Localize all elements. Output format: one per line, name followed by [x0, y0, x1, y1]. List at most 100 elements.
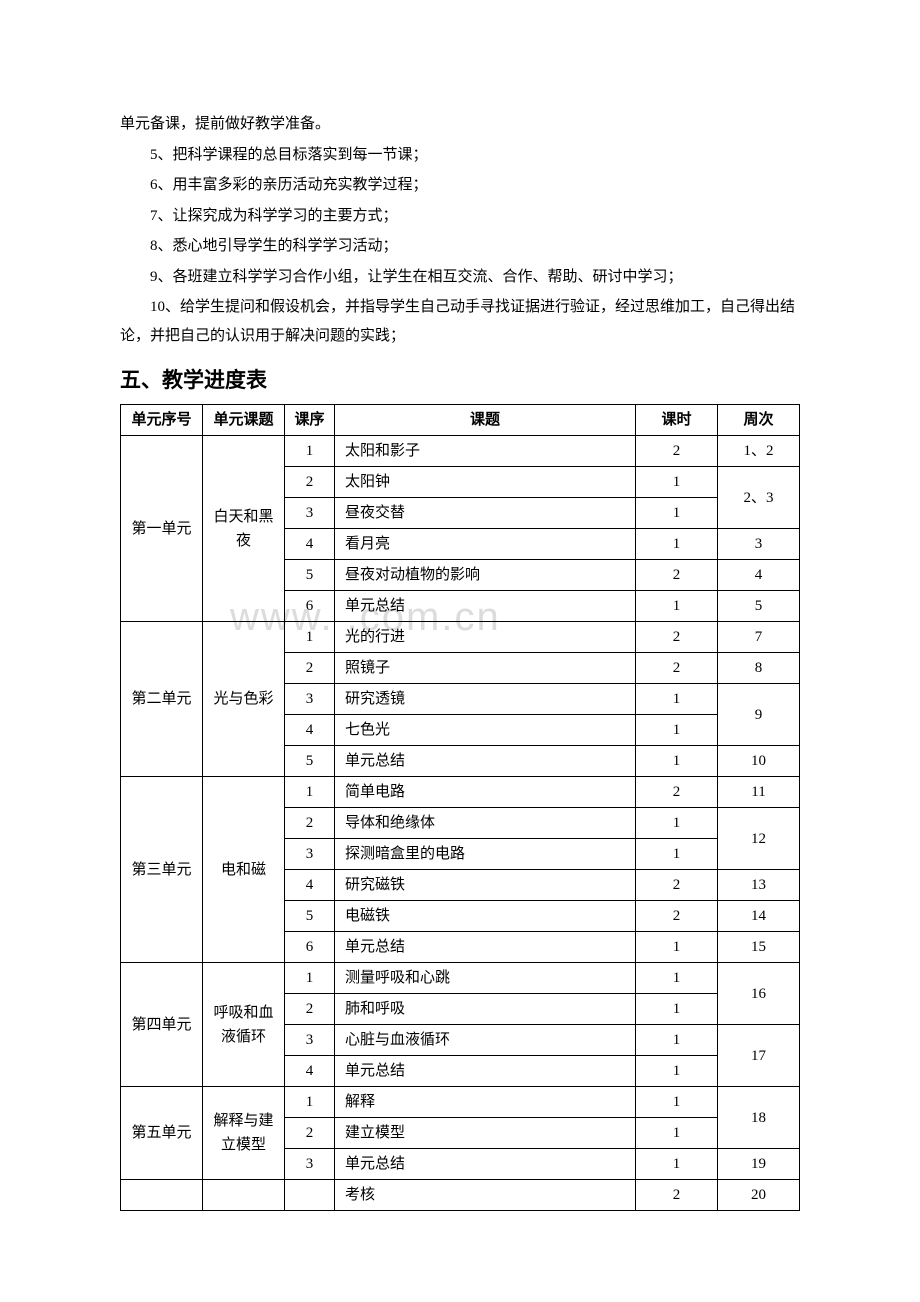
cell-seq: 2 — [285, 808, 335, 839]
cell-topic: 照镜子 — [335, 653, 636, 684]
cell-seq: 5 — [285, 901, 335, 932]
cell-unit-num: 第二单元 — [121, 622, 203, 777]
cell-hours: 2 — [636, 777, 718, 808]
cell-seq: 1 — [285, 622, 335, 653]
cell-seq: 1 — [285, 1087, 335, 1118]
cell-topic: 考核 — [335, 1180, 636, 1211]
cell-seq: 1 — [285, 963, 335, 994]
table-row: 第一单元白天和黑夜1太阳和影子21、2 — [121, 436, 800, 467]
cell-unit-title: 电和磁 — [203, 777, 285, 963]
cell-seq: 4 — [285, 529, 335, 560]
cell-week: 8 — [718, 653, 800, 684]
cell-unit-title: 呼吸和血液循环 — [203, 963, 285, 1087]
cell-topic: 昼夜交替 — [335, 498, 636, 529]
cell-hours: 1 — [636, 684, 718, 715]
cell-week: 5 — [718, 591, 800, 622]
cell-seq: 5 — [285, 746, 335, 777]
cell-hours: 1 — [636, 498, 718, 529]
schedule-table: 单元序号 单元课题 课序 课题 课时 周次 第一单元白天和黑夜1太阳和影子21、… — [120, 404, 800, 1211]
header-topic: 课题 — [335, 405, 636, 436]
cell-week: 14 — [718, 901, 800, 932]
paragraph-2: 6、用丰富多彩的亲历活动充实教学过程； — [120, 171, 800, 200]
cell-seq: 2 — [285, 467, 335, 498]
cell-topic: 昼夜对动植物的影响 — [335, 560, 636, 591]
cell-unit-num: 第五单元 — [121, 1087, 203, 1180]
table-row: 第四单元呼吸和血液循环1测量呼吸和心跳116 — [121, 963, 800, 994]
cell-week: 20 — [718, 1180, 800, 1211]
paragraph-1: 5、把科学课程的总目标落实到每一节课； — [120, 141, 800, 170]
cell-week: 4 — [718, 560, 800, 591]
cell-topic: 研究磁铁 — [335, 870, 636, 901]
cell-hours: 1 — [636, 1149, 718, 1180]
section-title: 五、教学进度表 — [120, 364, 800, 394]
cell-seq: 6 — [285, 591, 335, 622]
cell-unit-title — [203, 1180, 285, 1211]
cell-seq: 2 — [285, 994, 335, 1025]
cell-hours: 1 — [636, 529, 718, 560]
cell-seq: 3 — [285, 839, 335, 870]
cell-hours: 1 — [636, 963, 718, 994]
cell-topic: 单元总结 — [335, 1149, 636, 1180]
cell-topic: 单元总结 — [335, 591, 636, 622]
cell-hours: 1 — [636, 1118, 718, 1149]
header-unit-num: 单元序号 — [121, 405, 203, 436]
cell-topic: 测量呼吸和心跳 — [335, 963, 636, 994]
cell-hours: 2 — [636, 653, 718, 684]
cell-topic: 电磁铁 — [335, 901, 636, 932]
cell-week: 13 — [718, 870, 800, 901]
header-hours: 课时 — [636, 405, 718, 436]
cell-hours: 2 — [636, 560, 718, 591]
header-seq: 课序 — [285, 405, 335, 436]
cell-week: 17 — [718, 1025, 800, 1087]
paragraph-0: 单元备课，提前做好教学准备。 — [120, 110, 800, 139]
cell-seq: 4 — [285, 870, 335, 901]
paragraph-4: 8、悉心地引导学生的科学学习活动； — [120, 232, 800, 261]
cell-week: 11 — [718, 777, 800, 808]
cell-week: 18 — [718, 1087, 800, 1149]
cell-hours: 2 — [636, 1180, 718, 1211]
cell-hours: 1 — [636, 839, 718, 870]
cell-hours: 1 — [636, 1087, 718, 1118]
cell-unit-num: 第一单元 — [121, 436, 203, 622]
table-row: 第三单元电和磁1简单电路211 — [121, 777, 800, 808]
cell-seq: 3 — [285, 1025, 335, 1056]
cell-week: 16 — [718, 963, 800, 1025]
cell-hours: 1 — [636, 808, 718, 839]
paragraph-6: 10、给学生提问和假设机会，并指导学生自己动手寻找证据进行验证，经过思维加工，自… — [120, 293, 800, 350]
cell-unit-num: 第四单元 — [121, 963, 203, 1087]
cell-seq — [285, 1180, 335, 1211]
cell-seq: 3 — [285, 1149, 335, 1180]
cell-topic: 看月亮 — [335, 529, 636, 560]
cell-unit-num — [121, 1180, 203, 1211]
header-week: 周次 — [718, 405, 800, 436]
cell-unit-title: 光与色彩 — [203, 622, 285, 777]
cell-seq: 4 — [285, 715, 335, 746]
cell-unit-num: 第三单元 — [121, 777, 203, 963]
paragraph-3: 7、让探究成为科学学习的主要方式； — [120, 202, 800, 231]
cell-week: 15 — [718, 932, 800, 963]
cell-hours: 1 — [636, 746, 718, 777]
cell-seq: 1 — [285, 777, 335, 808]
cell-hours: 2 — [636, 870, 718, 901]
table-header-row: 单元序号 单元课题 课序 课题 课时 周次 — [121, 405, 800, 436]
cell-week: 19 — [718, 1149, 800, 1180]
cell-topic: 光的行进 — [335, 622, 636, 653]
cell-topic: 探测暗盒里的电路 — [335, 839, 636, 870]
cell-topic: 研究透镜 — [335, 684, 636, 715]
table-row: 第五单元解释与建立模型1解释118 — [121, 1087, 800, 1118]
cell-topic: 心脏与血液循环 — [335, 1025, 636, 1056]
cell-seq: 3 — [285, 684, 335, 715]
cell-hours: 1 — [636, 1056, 718, 1087]
cell-week: 9 — [718, 684, 800, 746]
paragraph-5: 9、各班建立科学学习合作小组，让学生在相互交流、合作、帮助、研讨中学习； — [120, 263, 800, 292]
cell-seq: 2 — [285, 1118, 335, 1149]
cell-seq: 3 — [285, 498, 335, 529]
cell-hours: 1 — [636, 467, 718, 498]
table-row: 第二单元光与色彩1光的行进27 — [121, 622, 800, 653]
cell-topic: 导体和绝缘体 — [335, 808, 636, 839]
cell-topic: 太阳钟 — [335, 467, 636, 498]
cell-topic: 单元总结 — [335, 746, 636, 777]
cell-topic: 单元总结 — [335, 1056, 636, 1087]
cell-hours: 1 — [636, 932, 718, 963]
cell-hours: 2 — [636, 436, 718, 467]
